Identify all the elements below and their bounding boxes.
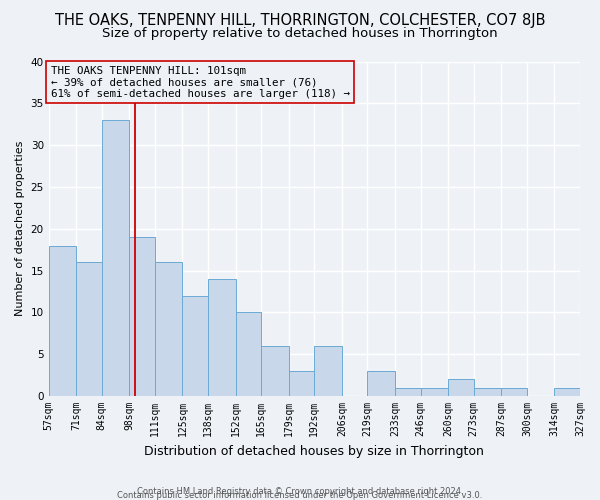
Bar [501,388,527,396]
Bar [448,380,474,396]
X-axis label: Distribution of detached houses by size in Thorrington: Distribution of detached houses by size … [145,444,484,458]
Bar [76,262,102,396]
Bar [236,312,261,396]
Text: Contains HM Land Registry data © Crown copyright and database right 2024.: Contains HM Land Registry data © Crown c… [137,487,463,496]
Bar [421,388,448,396]
Bar [208,279,236,396]
Text: THE OAKS, TENPENNY HILL, THORRINGTON, COLCHESTER, CO7 8JB: THE OAKS, TENPENNY HILL, THORRINGTON, CO… [55,12,545,28]
Bar [261,346,289,396]
Bar [289,371,314,396]
Bar [554,388,580,396]
Bar [474,388,501,396]
Bar [155,262,182,396]
Bar [314,346,342,396]
Bar [102,120,130,396]
Text: THE OAKS TENPENNY HILL: 101sqm
← 39% of detached houses are smaller (76)
61% of : THE OAKS TENPENNY HILL: 101sqm ← 39% of … [50,66,350,99]
Bar [182,296,208,396]
Bar [49,246,76,396]
Y-axis label: Number of detached properties: Number of detached properties [15,141,25,316]
Bar [395,388,421,396]
Bar [130,237,155,396]
Text: Size of property relative to detached houses in Thorrington: Size of property relative to detached ho… [102,28,498,40]
Text: Contains public sector information licensed under the Open Government Licence v3: Contains public sector information licen… [118,491,482,500]
Bar [367,371,395,396]
